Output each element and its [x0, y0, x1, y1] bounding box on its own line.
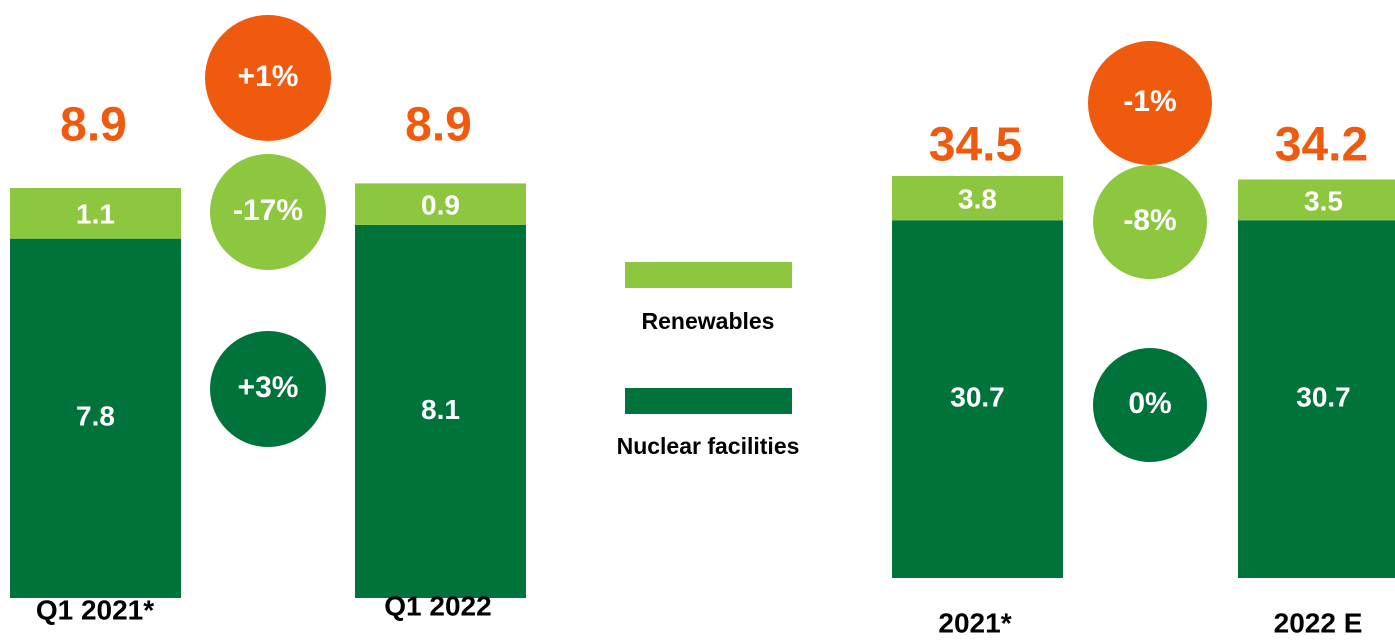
bar-segment	[1238, 220, 1395, 578]
change-badge	[1088, 41, 1212, 165]
legend-label: Nuclear facilities	[617, 433, 800, 459]
total-label: 8.9	[60, 99, 127, 152]
bar-segment	[1238, 179, 1395, 221]
data-label: 7.8	[76, 401, 115, 432]
change-badge	[1093, 348, 1207, 462]
change-badge	[210, 331, 326, 447]
bar-segment	[892, 220, 1063, 578]
data-label: 30.7	[1296, 382, 1351, 413]
data-label: 0.9	[421, 190, 460, 221]
change-label: -17%	[233, 194, 303, 227]
legend-label: Renewables	[642, 308, 775, 334]
total-label: 34.5	[929, 119, 1022, 172]
change-label: 0%	[1128, 387, 1171, 420]
bar-segment	[892, 176, 1063, 221]
x-tick-label: Q1 2022	[384, 590, 491, 621]
total-label: 8.9	[405, 99, 472, 152]
change-label: -1%	[1123, 85, 1176, 118]
change-label: +1%	[238, 60, 299, 93]
change-label: -8%	[1123, 204, 1176, 237]
data-label: 30.7	[950, 382, 1005, 413]
bar-segment	[355, 183, 526, 225]
bar-segment	[10, 188, 181, 239]
x-tick-label: 2022 E	[1274, 607, 1363, 638]
change-badge	[1093, 165, 1207, 279]
total-label: 34.2	[1275, 119, 1368, 172]
x-tick-label: 2021*	[938, 607, 1011, 638]
legend-swatch	[625, 262, 792, 288]
data-label: 3.8	[958, 184, 997, 215]
data-label: 3.5	[1304, 185, 1343, 216]
legend: Renewables Nuclear facilities	[617, 262, 800, 459]
data-label: 8.1	[421, 394, 460, 425]
x-tick-label: Q1 2021*	[36, 594, 154, 625]
change-badge	[210, 154, 326, 270]
legend-swatch	[625, 388, 792, 414]
bar-segment	[355, 224, 526, 598]
change-badge	[205, 15, 331, 141]
data-label: 1.1	[76, 199, 115, 230]
change-label: +3%	[238, 371, 299, 404]
bar-segment	[10, 238, 181, 598]
